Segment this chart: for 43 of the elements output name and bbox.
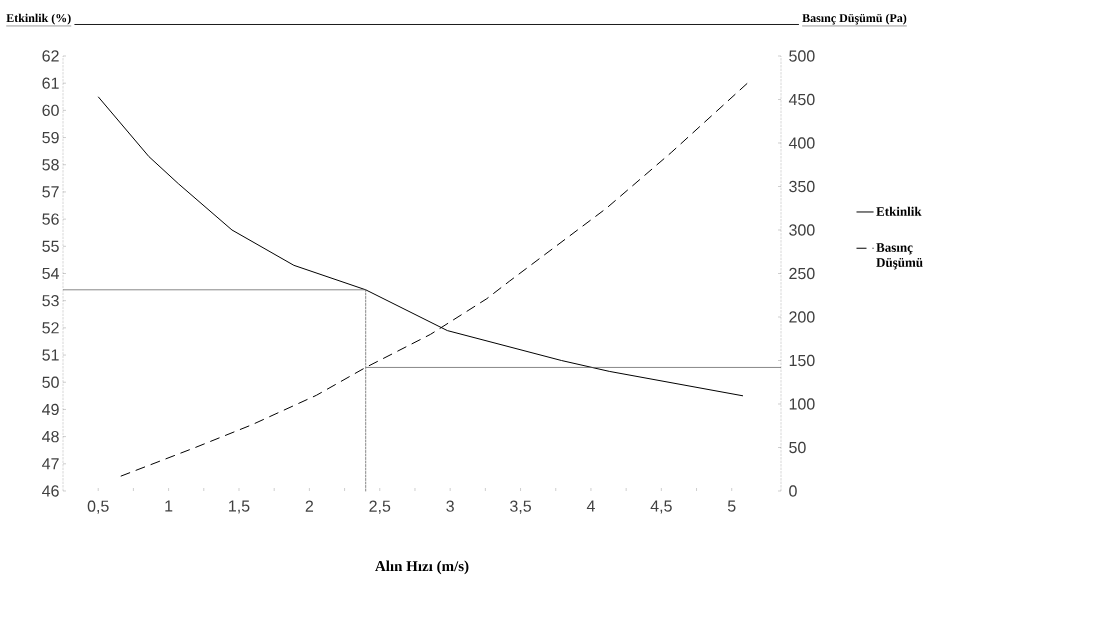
legend-label: Etkinlik [876,206,922,216]
y-tick-label: 49 [42,403,59,416]
y-tick-label: 57 [42,186,59,198]
y-axis-title: Etkinlik (%) [6,13,71,25]
y-tick-label: 61 [42,77,59,89]
y-tick-label: 60 [42,104,59,117]
y-tick-label: 50 [42,376,59,388]
y2-tick-label: 450 [788,93,815,106]
y2-tick-label: 250 [789,267,815,280]
x-axis-title: Alın Hızı (m/s) [375,560,469,575]
y2-tick-label: 0 [789,485,797,497]
y-tick-label: 51 [42,349,59,361]
x-tick-label: 5 [727,500,736,512]
y2-tick-label: 400 [788,137,815,149]
y-tick-label: 47 [42,458,59,470]
y2-tick-label: 150 [789,354,815,367]
y2-tick-label: 500 [789,50,815,62]
y2-tick-label: 350 [789,180,815,193]
x-tick-label: 0,5 [87,500,109,514]
y-tick-label: 52 [42,322,59,334]
legend-label: Basınç Düşümü [876,243,923,270]
y2-tick-label: 300 [789,224,815,236]
y2-tick-label: 50 [789,441,806,454]
y-tick-label: 59 [42,131,59,144]
x-tick-label: 1 [165,500,173,512]
y-tick-label: 62 [42,50,59,62]
x-tick-label: 3,5 [510,500,531,514]
y-tick-label: 53 [42,295,59,307]
y2-tick-label: 200 [789,311,815,323]
y-tick-label: 56 [42,213,59,225]
y2-axis-title: Basınç Düşümü (Pa) [802,13,907,25]
y-tick-label: 55 [42,240,59,252]
x-tick-label: 3 [446,500,454,512]
y-tick-label: 46 [42,485,59,497]
x-tick-label: 4,5 [650,500,672,514]
x-tick-label: 4 [586,500,595,512]
y2-tick-label: 100 [789,398,815,410]
y-tick-label: 58 [42,159,59,171]
y-tick-label: 48 [42,430,59,443]
y-tick-label: 54 [42,267,59,280]
x-tick-label: 2 [305,500,314,512]
x-tick-label: 1,5 [229,500,250,514]
x-tick-label: 2,5 [369,500,391,514]
